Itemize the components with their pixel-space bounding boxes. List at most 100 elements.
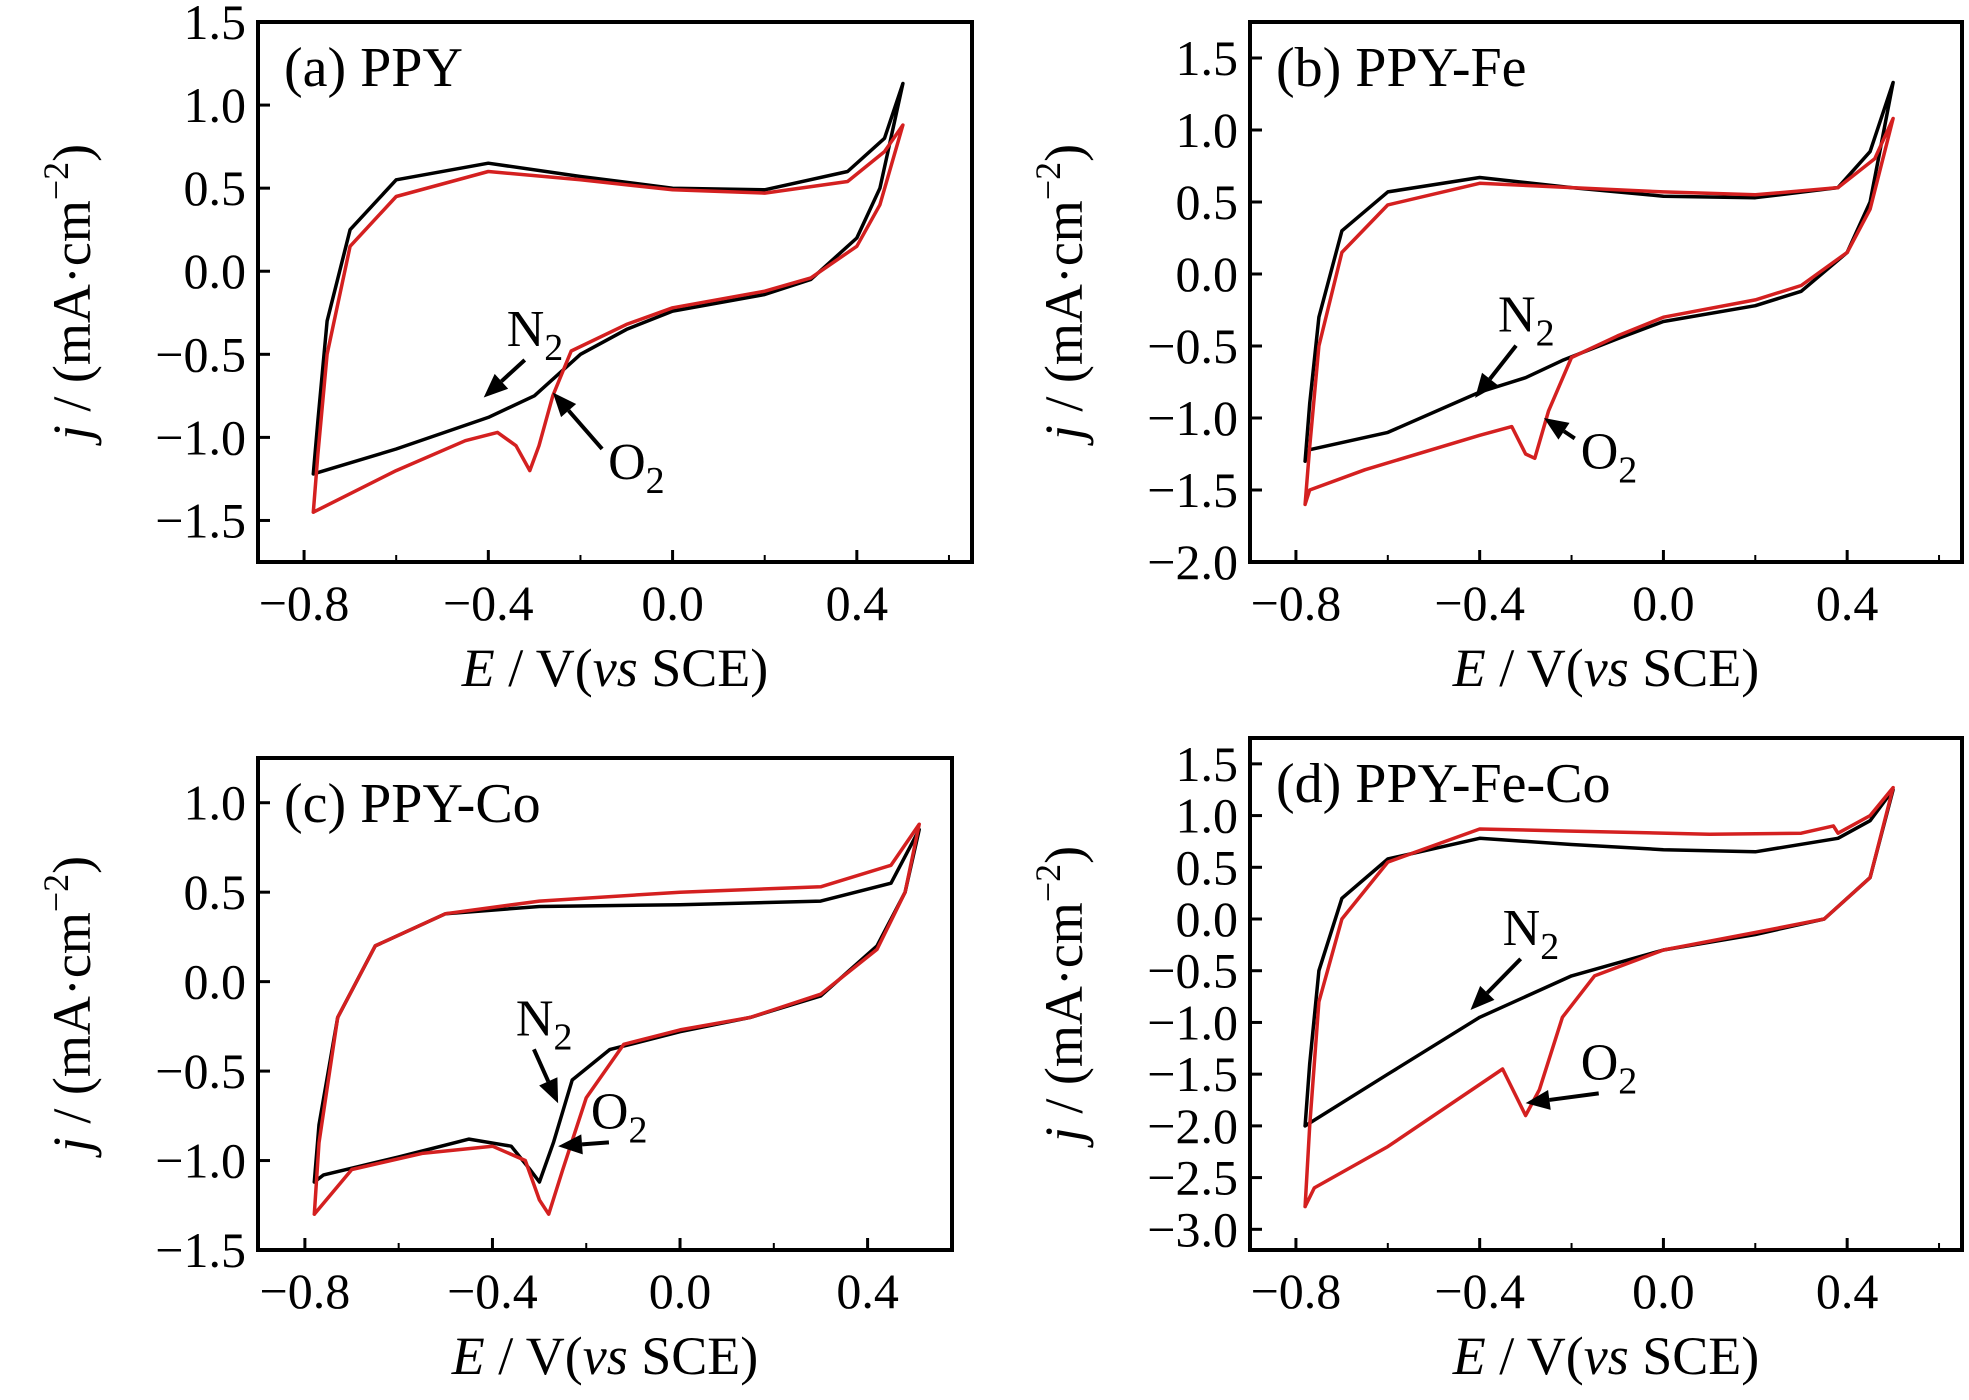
panel-label-d: (d) PPY-Fe-Co <box>1276 753 1610 815</box>
x-axis-unit: / V( <box>1486 1326 1584 1386</box>
y-tick-label-d-0: 1.5 <box>1176 736 1239 792</box>
x-tick-label-b-1: −0.4 <box>1434 575 1525 631</box>
x-tick-label-b-0: −0.8 <box>1251 575 1342 631</box>
plot-frame-b <box>1248 20 1964 564</box>
annotation-sub: 2 <box>553 1016 572 1058</box>
annotation-arrowhead-c-1 <box>558 1134 583 1155</box>
annotation-base: O <box>1581 1034 1619 1091</box>
x-tick-label-a-3: 0.4 <box>826 575 889 631</box>
annotation-arrowhead-d-0 <box>1470 985 1495 1011</box>
x-axis-label-b: E / V(vs SCE) <box>1452 638 1760 698</box>
annotation-sub: 2 <box>1536 313 1555 355</box>
annotation-d-o2: O2 <box>1581 1034 1638 1102</box>
y-tick-label-c-2: 0.0 <box>184 954 247 1010</box>
y-axis-var: j <box>42 1137 102 1158</box>
x-tick-label-d-2: 0.0 <box>1632 1263 1695 1319</box>
y-tick-label-b-6: −1.5 <box>1147 462 1238 518</box>
y-axis-close: ) <box>42 856 102 874</box>
x-axis-unit: / V( <box>495 638 593 698</box>
series-line-a-o2 <box>311 123 905 514</box>
y-tick-label-d-3: 0.0 <box>1176 891 1239 947</box>
annotation-arrowhead-a-0 <box>483 373 509 398</box>
panel-label-a: (a) PPY <box>284 37 463 99</box>
x-tick-label-a-2: 0.0 <box>641 575 704 631</box>
annotation-arrowhead-d-1 <box>1525 1090 1551 1110</box>
y-tick-label-b-4: −0.5 <box>1147 318 1238 374</box>
series-line-b-o2 <box>1303 116 1895 507</box>
y-tick-label-d-9: −3.0 <box>1147 1201 1238 1257</box>
y-tick-label-b-1: 1.0 <box>1176 102 1239 158</box>
annotation-sub: 2 <box>646 460 665 502</box>
annotation-sub: 2 <box>628 1109 647 1151</box>
x-axis-vs: vs <box>583 1326 628 1386</box>
series-line-b-n2 <box>1303 80 1895 463</box>
y-tick-label-d-8: −2.5 <box>1147 1150 1238 1206</box>
y-tick-label-c-3: −0.5 <box>155 1043 246 1099</box>
annotation-sub: 2 <box>1618 1060 1637 1102</box>
x-axis-ref: SCE) <box>1629 1326 1760 1386</box>
annotation-sub: 2 <box>544 327 563 369</box>
series-line-a-n2 <box>311 81 905 476</box>
x-tick-label-c-2: 0.0 <box>649 1263 712 1319</box>
y-axis-sup: −2 <box>36 162 76 200</box>
y-tick-label-d-6: −1.5 <box>1147 1046 1238 1102</box>
x-tick-label-b-2: 0.0 <box>1632 575 1695 631</box>
x-axis-unit: / V( <box>485 1326 583 1386</box>
y-tick-label-a-1: 1.0 <box>184 77 247 133</box>
y-tick-label-d-2: 0.5 <box>1176 839 1239 895</box>
x-axis-var: E <box>461 638 495 698</box>
x-axis-ref: SCE) <box>628 1326 759 1386</box>
x-axis-vs: vs <box>593 638 638 698</box>
annotation-base: O <box>591 1083 629 1140</box>
x-axis-var: E <box>1452 1326 1486 1386</box>
y-axis-close: ) <box>1034 846 1094 864</box>
annotation-c-n2: N2 <box>516 990 573 1058</box>
annotation-arrowhead-b-1 <box>1543 418 1570 440</box>
annotation-arrow-d-1 <box>1549 1091 1600 1102</box>
annotation-base: O <box>1581 423 1619 480</box>
annotation-a-n2: N2 <box>507 301 564 369</box>
y-axis-unit: / (mA·cm <box>1034 200 1094 425</box>
x-axis-vs: vs <box>1584 1326 1629 1386</box>
plot-frame-c <box>256 756 954 1252</box>
panel-d: −0.8 −0.4 0.0 0.41.51.00.50.0−0.5−1.0−1.5−2… <box>1028 736 1964 1386</box>
y-tick-label-b-2: 0.5 <box>1176 174 1239 230</box>
annotation-b-o2: O2 <box>1581 423 1638 491</box>
y-axis-unit: / (mA·cm <box>42 200 102 425</box>
x-tick-label-a-1: −0.4 <box>443 575 534 631</box>
panel-c: −0.8 −0.4 0.0 0.41.00.50.0−0.5−1.0−1.5N2O2(… <box>36 756 954 1386</box>
annotation-arrow-a-0 <box>500 358 527 383</box>
annotation-sub: 2 <box>1540 926 1559 968</box>
y-axis-unit: / (mA·cm <box>42 912 102 1137</box>
x-axis-ref: SCE) <box>1629 638 1760 698</box>
series-line-c-o2 <box>312 822 921 1216</box>
y-axis-sup: −2 <box>36 874 76 912</box>
x-axis-var: E <box>451 1326 485 1386</box>
x-tick-label-d-1: −0.4 <box>1434 1263 1525 1319</box>
y-tick-label-d-1: 1.0 <box>1176 788 1239 844</box>
annotation-arrow-d-0 <box>1485 957 1523 995</box>
y-axis-var: j <box>42 425 102 446</box>
annotation-arrow-c-0 <box>532 1048 551 1083</box>
y-tick-label-b-7: −2.0 <box>1147 534 1238 590</box>
x-tick-label-d-3: 0.4 <box>1816 1263 1879 1319</box>
y-axis-label-b: j / (mA·cm−2) <box>1028 144 1094 446</box>
y-axis-close: ) <box>1034 144 1094 162</box>
y-axis-var: j <box>1034 425 1094 446</box>
annotation-arrow-b-1 <box>1562 429 1576 441</box>
annotation-arrowhead-b-0 <box>1475 372 1498 398</box>
y-tick-label-a-5: −1.0 <box>155 409 246 465</box>
x-tick-label-b-3: 0.4 <box>1816 575 1879 631</box>
y-tick-label-c-1: 0.5 <box>184 864 247 920</box>
y-tick-label-c-5: −1.5 <box>155 1222 246 1278</box>
y-axis-var: j <box>1034 1127 1094 1148</box>
annotation-arrowhead-c-0 <box>539 1077 559 1104</box>
annotation-a-o2: O2 <box>608 434 665 502</box>
series-line-d-o2 <box>1303 785 1895 1209</box>
y-tick-label-b-0: 1.5 <box>1176 30 1239 86</box>
x-tick-label-d-0: −0.8 <box>1251 1263 1342 1319</box>
y-tick-label-d-5: −1.0 <box>1147 994 1238 1050</box>
x-axis-vs: vs <box>1584 638 1629 698</box>
series-line-d-n2 <box>1303 787 1895 1128</box>
